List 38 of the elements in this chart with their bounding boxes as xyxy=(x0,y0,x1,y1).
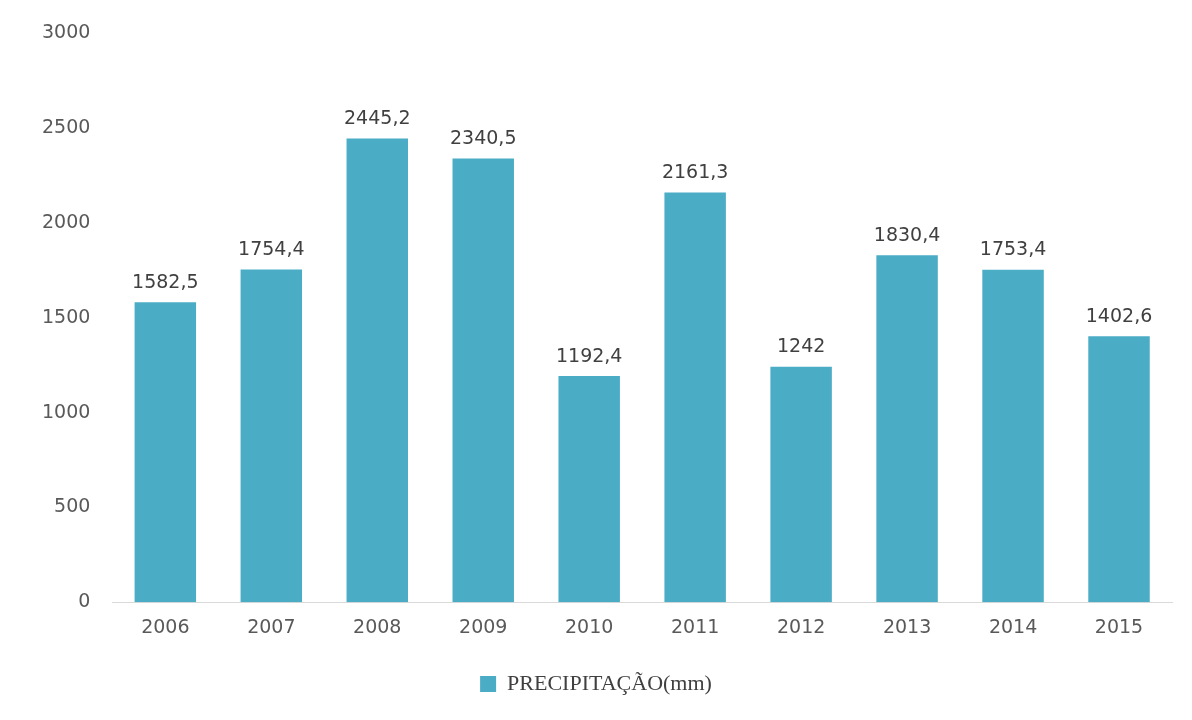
legend-label: PRECIPITAÇÃO(mm) xyxy=(507,669,712,695)
y-tick-label: 3000 xyxy=(41,20,91,43)
data-label: 2445,2 xyxy=(344,106,411,129)
x-tick-label: 2013 xyxy=(882,614,932,637)
bar xyxy=(876,255,938,603)
data-label: 1754,4 xyxy=(238,237,305,259)
bar xyxy=(452,158,514,603)
data-label: 1402,6 xyxy=(1085,303,1153,326)
y-tick-label: 2000 xyxy=(41,209,91,232)
bar xyxy=(982,269,1044,603)
bar xyxy=(1088,336,1150,603)
data-label: 1753,4 xyxy=(979,237,1047,260)
x-tick-label: 2011 xyxy=(670,614,720,637)
bar xyxy=(240,269,303,603)
data-label: 2161,3 xyxy=(661,159,729,182)
bar xyxy=(134,302,197,603)
x-tick-label: 2006 xyxy=(141,614,190,637)
data-label: 1830,4 xyxy=(873,222,941,245)
bar xyxy=(664,192,726,603)
data-label: 1242 xyxy=(776,334,826,357)
bar xyxy=(770,366,832,603)
data-label: 1192,4 xyxy=(555,343,623,366)
y-tick-label: 2500 xyxy=(41,115,91,138)
y-tick-label: 500 xyxy=(54,494,91,517)
data-label: 1582,5 xyxy=(132,269,199,292)
x-tick-label: 2014 xyxy=(988,614,1038,637)
bar xyxy=(346,138,408,603)
data-label: 2340,5 xyxy=(449,125,517,148)
y-tick-label: 1000 xyxy=(41,399,91,422)
x-tick-label: 2010 xyxy=(565,614,614,637)
x-tick-label: 2015 xyxy=(1094,614,1144,637)
x-tick-label: 2012 xyxy=(776,614,826,637)
y-tick-label: 0 xyxy=(78,589,91,612)
x-tick-label: 2007 xyxy=(247,614,296,637)
x-tick-label: 2009 xyxy=(459,614,508,637)
x-tick-label: 2008 xyxy=(353,614,402,637)
y-tick-label: 1500 xyxy=(41,304,91,327)
bar xyxy=(558,376,620,603)
